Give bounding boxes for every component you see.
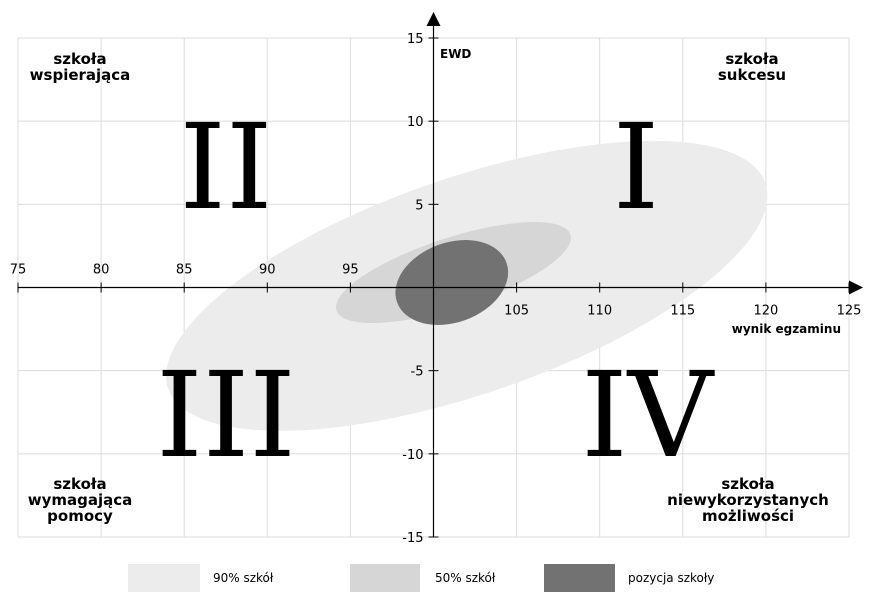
quadrant-numeral-ii: II (179, 98, 272, 236)
y-axis-label: EWD (440, 47, 471, 61)
quadrant-label-line: wspierająca (30, 66, 131, 84)
y-tick-label: -10 (402, 448, 423, 463)
x-tick-label: 125 (837, 304, 862, 319)
x-tick-label: 85 (176, 263, 193, 278)
quadrant-label-line: wymagająca (28, 491, 133, 509)
y-axis-arrow (426, 12, 441, 26)
x-tick-label: 90 (259, 263, 276, 278)
quadrant-label-ii: szkoła wspierająca (30, 50, 131, 84)
quadrant-numeral-iii: III (156, 346, 296, 484)
y-tick-label: -15 (402, 531, 423, 546)
x-axis-label: wynik egzaminu (732, 322, 841, 336)
y-tick-label: 10 (407, 115, 424, 130)
y-tick-label: 15 (407, 32, 424, 47)
quadrant-numeral-i: I (613, 98, 660, 236)
quadrant-label-line: niewykorzystanych (667, 491, 829, 509)
ellipse-pozycja-szko-y (395, 240, 509, 325)
legend-label: pozycja szkoły (628, 571, 714, 585)
x-axis-arrow (849, 280, 863, 295)
quadrant-label-i: szkoła sukcesu (718, 50, 786, 84)
confidence-ellipses (166, 140, 768, 431)
legend-label: 90% szkół (213, 571, 274, 585)
x-tick-label: 105 (504, 304, 529, 319)
quadrant-label-iv: szkoła niewykorzystanych możliwości (667, 475, 829, 525)
x-tick-label: 115 (670, 304, 695, 319)
x-tick-label: 120 (753, 304, 778, 319)
quadrant-label-iii: szkoła wymagająca pomocy (28, 475, 133, 525)
quadrant-label-line: sukcesu (718, 66, 786, 84)
y-tick-label: 5 (415, 198, 423, 213)
y-tick-label: -5 (411, 365, 424, 380)
legend-swatch (128, 564, 200, 592)
legend: 90% szkół 50% szkół pozycja szkoły (128, 564, 714, 592)
quadrant-label-line: szkoła (721, 475, 774, 493)
axes (18, 12, 863, 537)
x-tick-label: 95 (342, 263, 359, 278)
x-tick-label: 110 (587, 304, 612, 319)
legend-swatch (350, 564, 420, 592)
legend-swatch (544, 564, 615, 592)
x-tick-label: 75 (10, 263, 27, 278)
legend-label: 50% szkół (435, 571, 496, 585)
quadrant-label-line: szkoła (53, 50, 106, 68)
quadrant-label-line: szkoła (53, 475, 106, 493)
x-tick-label: 80 (93, 263, 110, 278)
quadrant-label-line: szkoła (725, 50, 778, 68)
quadrant-numeral-iv: IV (581, 346, 715, 484)
quadrant-label-line: możliwości (702, 507, 794, 525)
quadrant-label-line: pomocy (47, 507, 113, 525)
